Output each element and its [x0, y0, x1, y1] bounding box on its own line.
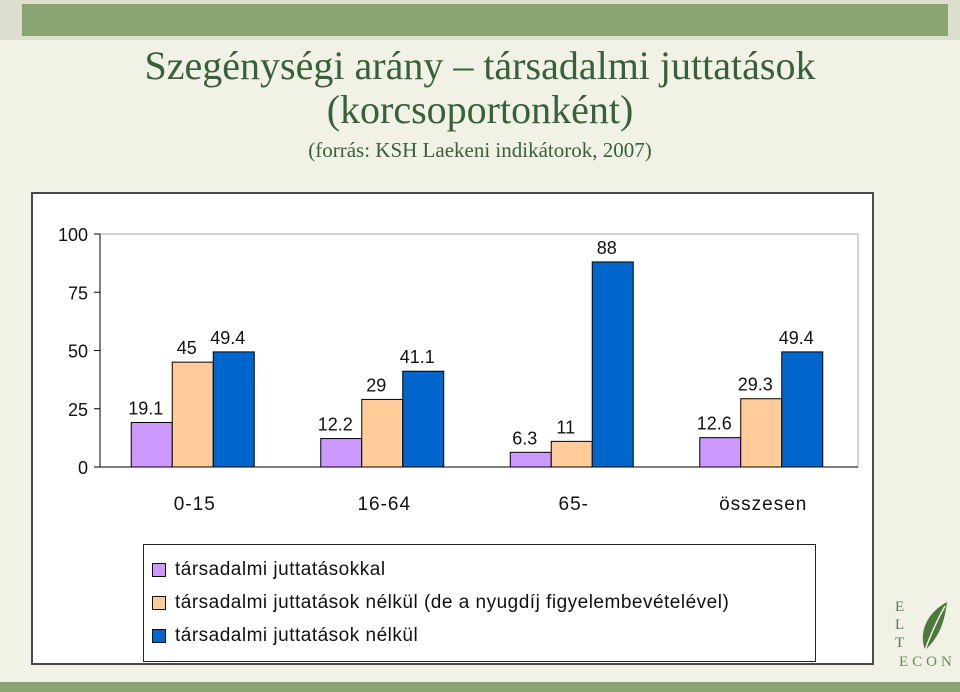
leaf-icon [922, 602, 947, 651]
y-tick-label: 50 [68, 342, 88, 362]
bar [212, 351, 255, 468]
logo-letter: E [895, 599, 905, 615]
bar [781, 351, 824, 468]
top-accent-bar [22, 4, 948, 36]
data-label: 11 [556, 417, 575, 437]
data-label: 12.2 [318, 415, 353, 435]
bar [591, 261, 634, 468]
elte-econ-logo: E L T ECON [895, 598, 955, 670]
data-label: 41.1 [400, 347, 435, 367]
legend-item: társadalmi juttatások nélkül (de a nyugd… [144, 586, 815, 619]
y-tick-label: 0 [78, 458, 88, 478]
data-label: 19.1 [128, 398, 163, 418]
data-label: 49.4 [779, 328, 814, 348]
bar [740, 398, 783, 468]
logo-letter: T [895, 635, 905, 651]
source-note: (forrás: KSH Laekeni indikátorok, 2007) [308, 138, 652, 162]
data-label: 49.4 [210, 328, 245, 348]
bar [171, 361, 214, 468]
data-label: 29 [366, 375, 386, 395]
data-label: 12.6 [697, 414, 732, 434]
legend-swatch [152, 562, 166, 577]
data-label: 6.3 [512, 428, 537, 448]
legend-item: társadalmi juttatások nélkül [144, 619, 815, 652]
y-tick-label: 75 [68, 283, 88, 303]
y-tick-label: 100 [58, 225, 88, 245]
legend: társadalmi juttatásokkal társadalmi jutt… [143, 544, 816, 662]
logo-letters: E L T [895, 598, 915, 652]
slide-title: Szegénységi arány – társadalmi juttatáso… [144, 43, 816, 88]
data-label: 45 [177, 338, 197, 358]
bar [320, 438, 363, 468]
bar [550, 440, 593, 468]
bar [402, 370, 445, 468]
bar [361, 398, 404, 468]
legend-label: társadalmi juttatások nélkül [175, 624, 419, 646]
x-tick-label: 16-64 [357, 494, 411, 515]
slide-title-line2: (korcsoportonként) [326, 87, 634, 132]
logo-econ-text: ECON [899, 654, 956, 670]
bar [130, 421, 173, 468]
y-tick-label: 25 [68, 400, 88, 420]
logo-letter: L [895, 617, 905, 633]
legend-label: társadalmi juttatásokkal [175, 558, 386, 580]
legend-label: társadalmi juttatások nélkül (de a nyugd… [175, 591, 730, 613]
data-label: 29.3 [738, 375, 773, 395]
legend-swatch [152, 628, 166, 643]
x-tick-label: összesen [719, 494, 807, 515]
bottom-decor-bar [0, 682, 960, 692]
x-tick-label: 65- [559, 494, 589, 515]
bar [509, 451, 552, 468]
bar [699, 437, 742, 468]
title-block: Szegénységi arány – társadalmi juttatáso… [60, 44, 900, 163]
x-tick-label: 0-15 [174, 494, 216, 515]
data-label: 88 [597, 238, 617, 258]
legend-item: társadalmi juttatásokkal [144, 553, 815, 586]
legend-swatch [152, 595, 166, 610]
